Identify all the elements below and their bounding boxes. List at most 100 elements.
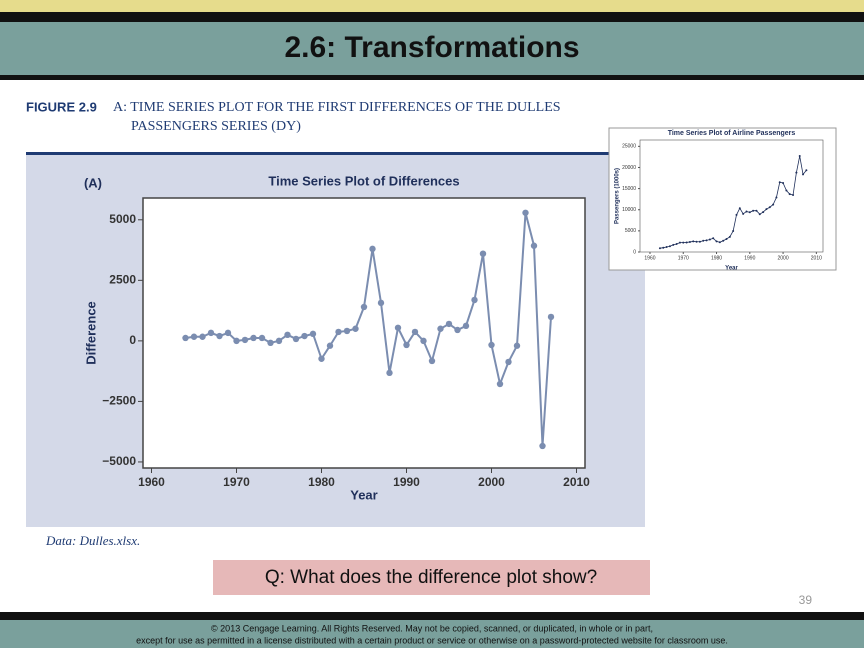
y-tick-label: 5000 bbox=[109, 212, 136, 226]
point bbox=[768, 206, 771, 209]
x-tick-label: 1980 bbox=[711, 255, 722, 261]
y-axis-label: Difference bbox=[83, 301, 98, 365]
point bbox=[782, 181, 785, 184]
point bbox=[658, 247, 661, 250]
x-axis-label: Year bbox=[725, 266, 738, 272]
chart-title: Time Series Plot of Airline Passengers bbox=[668, 130, 796, 137]
figure-rule bbox=[26, 152, 645, 155]
point bbox=[267, 339, 274, 347]
point bbox=[454, 326, 461, 334]
point bbox=[718, 241, 721, 244]
y-tick-label: 20000 bbox=[622, 165, 636, 171]
point bbox=[233, 337, 240, 345]
point bbox=[778, 181, 781, 184]
point bbox=[788, 193, 791, 196]
point bbox=[326, 342, 334, 349]
x-tick-label: 1960 bbox=[138, 475, 165, 489]
x-tick-label: 2010 bbox=[811, 255, 822, 261]
x-tick-label: 1990 bbox=[393, 475, 420, 489]
point bbox=[377, 299, 385, 307]
point bbox=[479, 250, 487, 257]
y-tick-label: 0 bbox=[129, 333, 136, 347]
slide-title: 2.6: Transformations bbox=[284, 31, 579, 64]
point bbox=[715, 240, 718, 243]
page-number: 39 bbox=[799, 593, 813, 607]
point bbox=[420, 337, 427, 345]
top-band bbox=[0, 0, 864, 12]
y-tick-label: 2500 bbox=[109, 273, 136, 287]
title-rule bbox=[0, 75, 864, 80]
point bbox=[728, 235, 731, 238]
point bbox=[755, 209, 758, 212]
point bbox=[705, 239, 708, 242]
top-bar bbox=[0, 12, 864, 22]
point bbox=[258, 334, 266, 342]
point bbox=[798, 155, 801, 158]
point bbox=[698, 240, 701, 243]
point bbox=[505, 358, 512, 366]
point bbox=[748, 211, 751, 214]
point bbox=[318, 355, 325, 362]
point bbox=[437, 325, 444, 332]
footer-line: © 2013 Cengage Learning. All Rights Rese… bbox=[211, 623, 653, 633]
point bbox=[672, 243, 675, 246]
point bbox=[742, 212, 745, 215]
point bbox=[665, 245, 668, 248]
point bbox=[369, 245, 376, 253]
point bbox=[745, 210, 748, 213]
point bbox=[403, 341, 410, 349]
point bbox=[805, 169, 808, 172]
point bbox=[695, 240, 698, 243]
point bbox=[668, 245, 671, 248]
footer-line: except for use as permitted in a license… bbox=[136, 635, 728, 645]
point bbox=[496, 380, 504, 388]
point bbox=[207, 329, 215, 337]
point bbox=[411, 328, 419, 336]
x-tick-label: 1990 bbox=[744, 255, 755, 261]
point bbox=[772, 203, 775, 206]
x-tick-label: 1970 bbox=[678, 255, 689, 261]
point bbox=[792, 194, 795, 197]
panel-label: (A) bbox=[84, 175, 102, 190]
point bbox=[522, 209, 529, 216]
point bbox=[732, 229, 735, 232]
point bbox=[199, 333, 206, 340]
y-tick-label: 25000 bbox=[622, 144, 636, 150]
point bbox=[386, 369, 393, 377]
point bbox=[685, 241, 688, 244]
x-tick-label: 1960 bbox=[644, 255, 655, 261]
point bbox=[513, 342, 521, 349]
point bbox=[762, 211, 765, 214]
point bbox=[712, 237, 715, 240]
point bbox=[394, 324, 402, 331]
x-tick-label: 2000 bbox=[778, 255, 789, 261]
point bbox=[775, 196, 778, 199]
x-tick-label: 1980 bbox=[308, 475, 335, 489]
point bbox=[722, 239, 725, 242]
point bbox=[738, 207, 741, 210]
plot-area bbox=[639, 139, 824, 253]
point bbox=[795, 171, 798, 174]
question: Q: What does the difference plot show? bbox=[265, 567, 597, 588]
point bbox=[758, 213, 761, 216]
y-tick-label: 0 bbox=[633, 249, 636, 255]
x-tick-label: 1970 bbox=[223, 475, 250, 489]
point bbox=[335, 328, 342, 336]
point bbox=[688, 240, 691, 243]
point bbox=[725, 237, 728, 240]
x-axis-label: Year bbox=[350, 487, 377, 502]
point bbox=[675, 243, 678, 246]
y-tick-label: 10000 bbox=[622, 207, 636, 213]
chart-title: Time Series Plot of Differences bbox=[268, 173, 459, 188]
point bbox=[216, 332, 223, 340]
point bbox=[692, 240, 695, 243]
point bbox=[250, 334, 257, 342]
y-tick-label: 5000 bbox=[625, 228, 636, 234]
footer-band bbox=[0, 620, 864, 648]
point bbox=[682, 241, 685, 244]
point bbox=[539, 442, 546, 450]
point bbox=[752, 209, 755, 212]
point bbox=[702, 239, 705, 242]
